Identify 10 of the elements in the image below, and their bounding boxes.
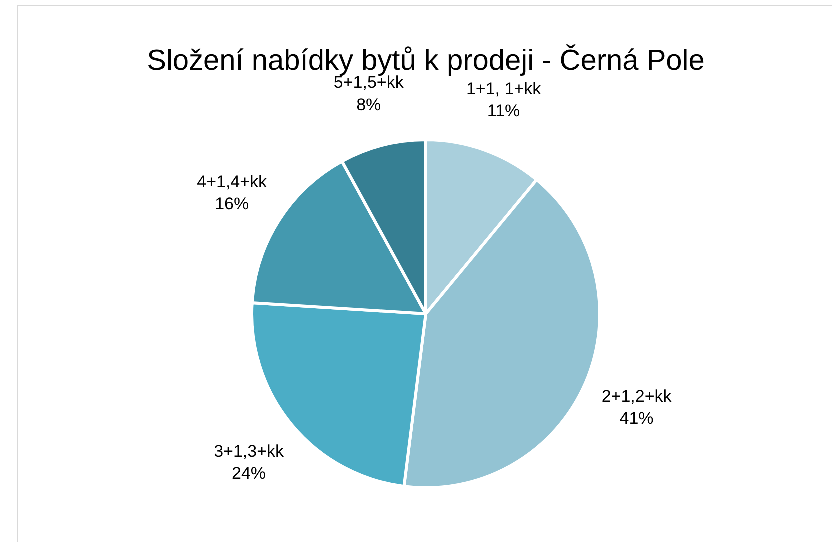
slice-label: 1+1, 1+kk xyxy=(466,80,542,98)
chart-title: Složení nabídky bytů k prodeji - Černá Pole xyxy=(147,44,705,77)
data-label: 16% xyxy=(215,194,250,214)
data-label: 41% xyxy=(620,408,654,428)
slice-label: 3+1,3+kk xyxy=(214,442,284,462)
data-label: 8% xyxy=(356,95,382,114)
slice-label: 4+1,4+kk xyxy=(197,172,268,192)
slice-label: 2+1,2+kk xyxy=(602,386,672,406)
data-label: 11% xyxy=(487,102,520,121)
data-label: 24% xyxy=(232,464,266,484)
